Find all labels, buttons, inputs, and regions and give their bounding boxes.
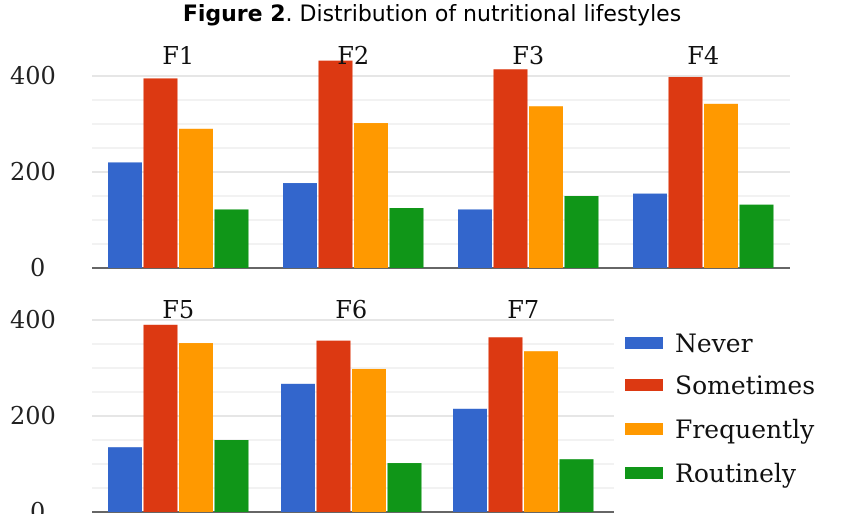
bar-f4-sometimes <box>668 76 703 269</box>
bar-f7-frequently <box>524 351 558 512</box>
bar-f2-routinely <box>389 208 424 268</box>
legend-swatch-routinely <box>625 467 663 479</box>
bar-f2-frequently <box>354 123 388 268</box>
y-tick-label: 200 <box>10 402 56 430</box>
bar-f7-sometimes <box>488 337 523 512</box>
bar-f2-sometimes <box>318 60 353 268</box>
bar-f5-sometimes <box>143 324 178 512</box>
bar-f5-never <box>108 447 142 512</box>
panel-label-f5: F5 <box>162 296 194 324</box>
panel-label-f2: F2 <box>337 42 369 70</box>
legend-label-frequently: Frequently <box>675 415 815 444</box>
bar-f6-sometimes <box>316 340 351 512</box>
bar-f2-never <box>283 183 317 268</box>
legend-label-sometimes: Sometimes <box>675 371 815 400</box>
chart-title-text: . Distribution of nutritional lifestyles <box>285 2 682 27</box>
bar-f6-routinely <box>387 463 422 512</box>
bar-f5-frequently <box>179 343 213 512</box>
panel-label-f4: F4 <box>687 42 719 70</box>
bar-f5-routinely <box>214 440 249 512</box>
bar-f1-routinely <box>214 209 249 268</box>
bar-f4-frequently <box>704 103 738 268</box>
y-tick-label: 0 <box>30 254 45 282</box>
y-tick-label: 400 <box>10 62 56 90</box>
legend-label-routinely: Routinely <box>675 459 797 488</box>
panel-label-f7: F7 <box>507 296 539 324</box>
bar-f6-frequently <box>352 368 386 512</box>
y-tick-label: 400 <box>10 306 56 334</box>
bar-f1-frequently <box>179 128 213 268</box>
legend-swatch-frequently <box>625 423 663 435</box>
bar-f7-routinely <box>559 459 594 512</box>
panel-label-f1: F1 <box>162 42 194 70</box>
bar-f6-never <box>281 383 315 512</box>
bar-f3-frequently <box>529 106 563 269</box>
bar-f3-never <box>458 209 492 268</box>
bar-f7-never <box>453 408 487 512</box>
panel-label-f6: F6 <box>335 296 367 324</box>
bar-f4-never <box>633 193 667 268</box>
chart-title-figure-number: Figure 2 <box>182 2 286 27</box>
y-tick-label: 0 <box>30 498 45 514</box>
bar-f4-routinely <box>739 204 774 268</box>
legend-label-never: Never <box>675 329 753 358</box>
legend-swatch-sometimes <box>625 379 663 391</box>
bar-f3-routinely <box>564 196 599 268</box>
y-tick-label: 200 <box>10 158 56 186</box>
bar-f3-sometimes <box>493 69 528 268</box>
panel-label-f3: F3 <box>512 42 544 70</box>
chart-title: Figure 2. Distribution of nutritional li… <box>0 2 864 27</box>
bar-f1-sometimes <box>143 78 178 269</box>
bar-f1-never <box>108 162 142 268</box>
legend-swatch-never <box>625 337 663 349</box>
